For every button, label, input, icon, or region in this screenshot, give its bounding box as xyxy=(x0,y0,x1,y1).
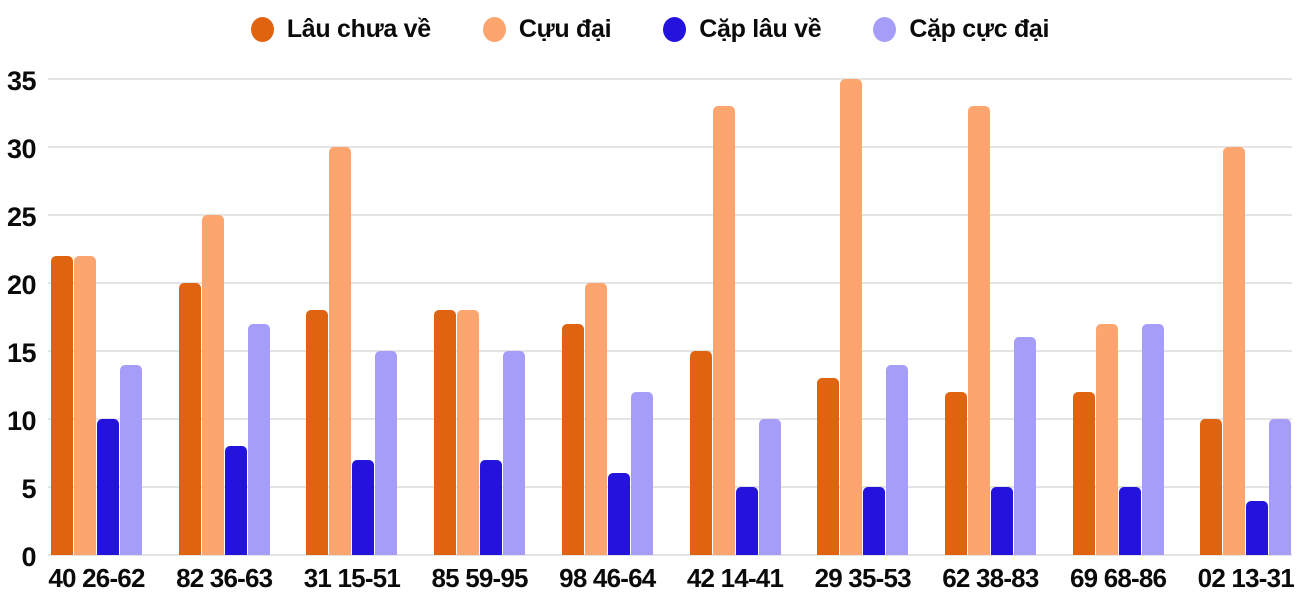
bar-cap-lau-ve-31-15-51 xyxy=(352,459,375,555)
gridline-y-20 xyxy=(48,282,1292,284)
legend-label: Cặp lâu về xyxy=(699,14,822,43)
bar-cuu-ai-31-15-51 xyxy=(329,147,352,555)
legend-item-lau-chua-ve[interactable]: Lâu chưa về xyxy=(250,14,431,44)
legend-item-cap-cuc-ai[interactable]: Cặp cực đại xyxy=(873,15,1049,44)
bar-cap-lau-ve-02-13-31 xyxy=(1246,500,1269,555)
x-axis-tick-82-36-63: 82 36-63 xyxy=(176,563,273,593)
gridline-y-10 xyxy=(48,418,1292,420)
bar-lau-chua-ve-40-26-62 xyxy=(51,255,73,555)
bar-cap-lau-ve-85-59-95 xyxy=(480,459,503,555)
bar-cap-cuc-ai-42-14-41 xyxy=(758,419,781,555)
legend-dot-icon xyxy=(250,16,274,42)
bar-cap-cuc-ai-40-26-62 xyxy=(120,364,142,555)
bar-cap-cuc-ai-62-38-83 xyxy=(1013,337,1036,555)
y-axis-tick-25: 25 xyxy=(6,202,37,232)
bar-cap-lau-ve-69-68-86 xyxy=(1118,487,1141,555)
gridline-y-25 xyxy=(48,214,1292,216)
x-axis-tick-29-35-53: 29 35-53 xyxy=(814,563,912,593)
bar-cuu-ai-82-36-63 xyxy=(201,215,224,555)
y-axis-tick-0: 0 xyxy=(21,542,36,572)
legend-item-cuu-ai[interactable]: Cựu đại xyxy=(482,14,612,44)
bar-lau-chua-ve-29-35-53 xyxy=(817,378,840,555)
chart-legend: Lâu chưa về Cựu đại Cặp lâu về Cặp cực đại xyxy=(0,10,1300,48)
y-axis-tick-30: 30 xyxy=(6,134,37,164)
legend-dot-icon xyxy=(482,16,506,42)
x-axis-tick-40-26-62: 40 26-62 xyxy=(48,563,145,593)
bar-cap-cuc-ai-82-36-63 xyxy=(247,323,270,555)
bar-cuu-ai-42-14-41 xyxy=(712,106,735,555)
bar-cap-lau-ve-42-14-41 xyxy=(735,487,758,555)
bar-cuu-ai-98-46-64 xyxy=(584,283,607,555)
bar-cuu-ai-62-38-83 xyxy=(967,106,990,555)
x-axis-tick-42-14-41: 42 14-41 xyxy=(686,563,784,593)
bar-cap-lau-ve-98-46-64 xyxy=(607,473,630,555)
bar-lau-chua-ve-98-46-64 xyxy=(561,323,584,555)
x-axis-tick-85-59-95: 85 59-95 xyxy=(431,563,528,593)
bar-cap-cuc-ai-02-13-31 xyxy=(1269,419,1292,555)
y-axis-tick-10: 10 xyxy=(6,406,37,436)
x-axis-tick-31-15-51: 31 15-51 xyxy=(303,563,401,593)
bar-lau-chua-ve-62-38-83 xyxy=(944,391,967,555)
y-axis-tick-5: 5 xyxy=(21,474,36,504)
bar-cap-cuc-ai-98-46-64 xyxy=(630,391,653,555)
y-axis-tick-20: 20 xyxy=(6,270,37,300)
bar-lau-chua-ve-85-59-95 xyxy=(434,310,457,555)
bar-lau-chua-ve-69-68-86 xyxy=(1072,391,1095,555)
bar-cuu-ai-29-35-53 xyxy=(840,79,863,555)
y-axis-tick-15: 15 xyxy=(6,338,37,368)
bar-cap-cuc-ai-31-15-51 xyxy=(375,351,398,555)
legend-dot-icon xyxy=(663,16,687,42)
bar-lau-chua-ve-42-14-41 xyxy=(689,351,712,555)
bar-cap-cuc-ai-85-59-95 xyxy=(503,351,526,555)
x-axis-tick-69-68-86: 69 68-86 xyxy=(1069,563,1167,593)
legend-dot-icon xyxy=(873,16,897,42)
legend-label: Lâu chưa về xyxy=(286,14,431,43)
legend-label: Cựu đại xyxy=(518,14,612,43)
gridline-y-5 xyxy=(48,486,1292,488)
gridline-y-0 xyxy=(48,554,1292,556)
bar-cap-cuc-ai-69-68-86 xyxy=(1141,323,1164,555)
bar-lau-chua-ve-02-13-31 xyxy=(1200,419,1223,555)
bar-cap-lau-ve-40-26-62 xyxy=(97,419,119,555)
x-axis-tick-02-13-31: 02 13-31 xyxy=(1197,563,1295,593)
bar-cuu-ai-02-13-31 xyxy=(1223,147,1246,555)
bar-cuu-ai-85-59-95 xyxy=(457,310,480,555)
bar-cap-cuc-ai-29-35-53 xyxy=(886,364,909,555)
y-axis-tick-35: 35 xyxy=(6,66,37,96)
gridline-y-30 xyxy=(48,146,1292,148)
bar-cuu-ai-40-26-62 xyxy=(74,255,96,555)
gridline-y-35 xyxy=(48,78,1292,80)
bar-cuu-ai-69-68-86 xyxy=(1095,323,1118,555)
legend-item-cap-lau-ve[interactable]: Cặp lâu về xyxy=(663,14,822,44)
legend-label: Cặp cực đại xyxy=(909,14,1050,43)
bar-cap-lau-ve-62-38-83 xyxy=(990,487,1013,555)
gridline-y-15 xyxy=(48,350,1292,352)
bar-lau-chua-ve-82-36-63 xyxy=(178,283,201,555)
x-axis-tick-62-38-83: 62 38-83 xyxy=(942,563,1039,593)
x-axis-tick-98-46-64: 98 46-64 xyxy=(559,563,656,593)
bar-lau-chua-ve-31-15-51 xyxy=(306,310,329,555)
bar-cap-lau-ve-29-35-53 xyxy=(863,487,886,555)
bar-cap-lau-ve-82-36-63 xyxy=(224,446,247,555)
